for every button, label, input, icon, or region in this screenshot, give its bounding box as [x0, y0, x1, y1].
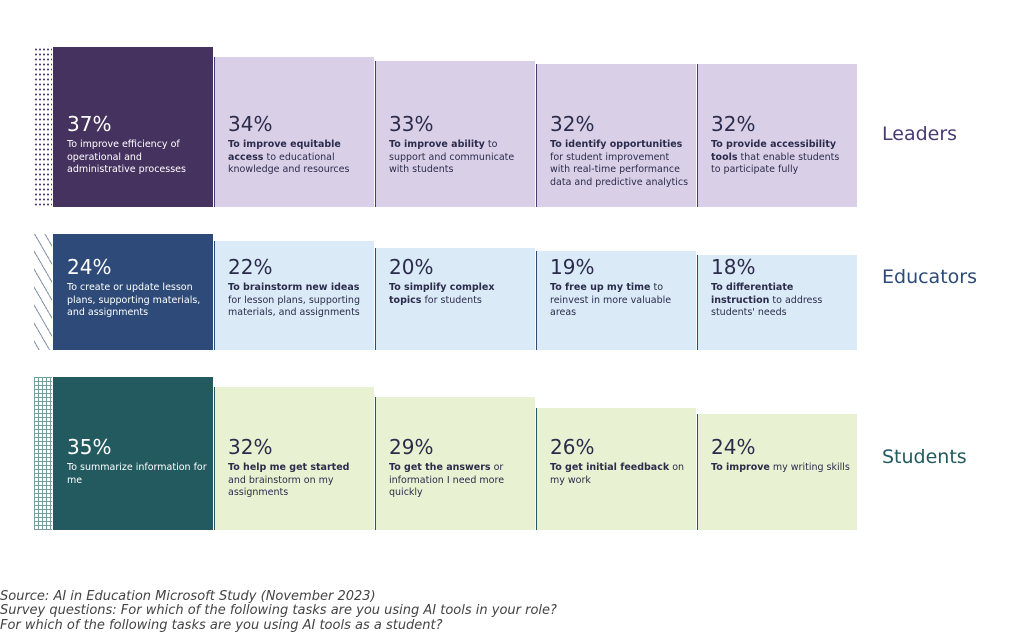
category-text: on my work	[550, 462, 685, 486]
category-label: To get initial feedback on my work	[550, 462, 690, 487]
bar	[53, 377, 213, 530]
decor-pattern	[34, 234, 52, 350]
category-label: To provide accessibility tools that enab…	[711, 139, 851, 177]
category-text: To summarize information for me	[67, 462, 207, 486]
bar	[697, 64, 857, 207]
category-text: or information I need more quickly	[389, 462, 505, 498]
category-text: for lesson plans, supporting materials, …	[228, 294, 360, 319]
value-label: 26%	[550, 435, 595, 459]
category-label: To improve my writing skills	[711, 462, 851, 475]
category-strong: To free up my time	[550, 282, 651, 293]
decor-pattern	[34, 377, 52, 530]
bar	[375, 248, 535, 350]
value-label: 24%	[67, 255, 112, 279]
bar	[214, 387, 374, 530]
category-text: for student improvement with real-time p…	[550, 151, 689, 188]
bar	[375, 397, 535, 530]
source-note: Source: AI in Education Microsoft Study …	[0, 589, 376, 604]
category-text: To create or update lesson plans, suppor…	[67, 282, 201, 318]
category-text: for students	[424, 294, 482, 306]
category-label: To improve equitable access to education…	[228, 139, 368, 177]
value-label: 18%	[711, 255, 756, 279]
category-strong: To improve ability	[389, 139, 485, 150]
survey-note: For which of the following tasks are you…	[0, 618, 443, 633]
category-strong: To improve	[711, 462, 770, 473]
value-label: 32%	[711, 112, 756, 136]
category-text: and brainstorm on my assignments	[228, 474, 334, 499]
bar	[53, 47, 213, 207]
bar	[214, 241, 374, 350]
category-label: To free up my time to reinvest in more v…	[550, 282, 690, 320]
category-label: To improve ability to support and commun…	[389, 139, 529, 177]
value-label: 35%	[67, 435, 112, 459]
value-label: 32%	[228, 435, 273, 459]
category-strong: To get initial feedback	[550, 462, 670, 473]
category-strong: To brainstorm new ideas	[228, 282, 360, 293]
bar	[697, 414, 857, 530]
value-label: 37%	[67, 112, 112, 136]
category-strong: To provide accessibility tools	[711, 139, 837, 163]
category-label: To improve efficiency of operational and…	[67, 139, 207, 177]
category-text: to educational knowledge and resources	[228, 151, 350, 176]
value-label: 20%	[389, 255, 434, 279]
bar	[214, 57, 374, 207]
bar	[536, 407, 696, 530]
category-label: To identify opportunities for student im…	[550, 139, 690, 189]
value-label: 34%	[228, 112, 273, 136]
row-title: Students	[882, 446, 967, 468]
bar	[697, 254, 857, 350]
value-label: 19%	[550, 255, 595, 279]
category-label: To get the answers or information I need…	[389, 462, 529, 500]
category-label: To create or update lesson plans, suppor…	[67, 282, 207, 320]
category-text: that enable students to participate full…	[711, 151, 840, 176]
category-strong: To improve equitable access	[228, 139, 341, 163]
category-text: to address students' needs	[711, 294, 823, 319]
survey-note: Survey questions: For which of the follo…	[0, 603, 557, 618]
category-strong: To identify opportunities	[550, 139, 683, 150]
bar	[536, 64, 696, 207]
category-strong: To help me get started	[228, 462, 350, 473]
category-label: To simplify complex topics for students	[389, 282, 529, 307]
category-strong: To differentiate instruction	[711, 282, 794, 306]
value-label: 24%	[711, 435, 756, 459]
bar	[375, 60, 535, 207]
bar	[536, 251, 696, 350]
value-label: 33%	[389, 112, 434, 136]
category-text: to reinvest in more valuable areas	[550, 282, 672, 318]
row-title: Educators	[882, 266, 977, 288]
category-strong: To simplify complex topics	[389, 282, 495, 306]
category-label: To differentiate instruction to address …	[711, 282, 851, 320]
decor-pattern	[34, 47, 52, 207]
value-label: 22%	[228, 255, 273, 279]
category-text: my writing skills	[772, 462, 850, 473]
category-text: to support and communicate with students	[389, 139, 515, 175]
bar	[53, 234, 213, 350]
category-label: To help me get started and brainstorm on…	[228, 462, 368, 500]
category-label: To brainstorm new ideas for lesson plans…	[228, 282, 368, 320]
value-label: 29%	[389, 435, 434, 459]
row-title: Leaders	[882, 123, 958, 145]
category-label: To summarize information for me	[67, 462, 207, 487]
category-text: To improve efficiency of operational and…	[67, 139, 186, 175]
category-strong: To get the answers	[389, 462, 491, 473]
value-label: 32%	[550, 112, 595, 136]
